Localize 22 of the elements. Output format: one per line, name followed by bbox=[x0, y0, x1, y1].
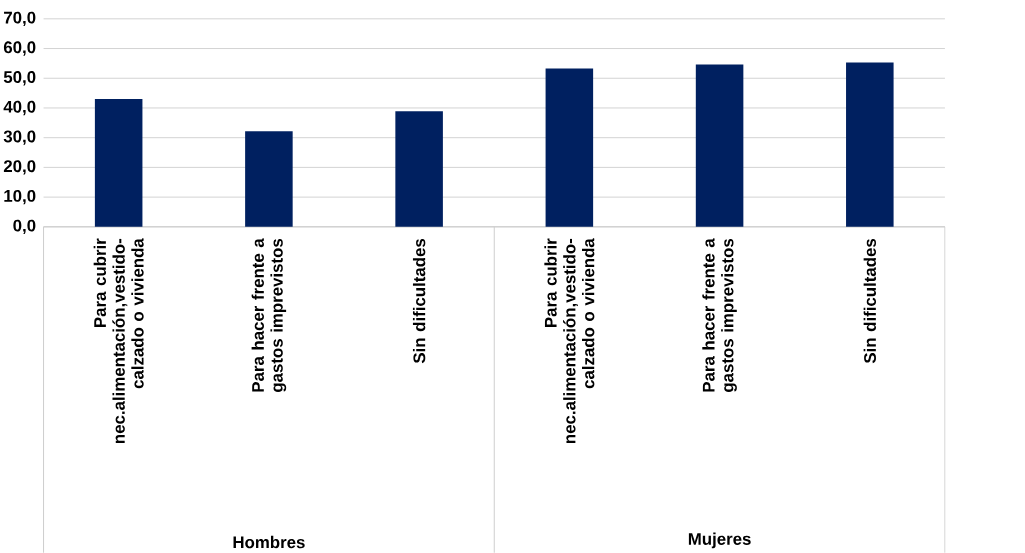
x-tick-label: Para hacer frente a gastos imprevistos bbox=[251, 238, 287, 392]
bar bbox=[395, 111, 443, 227]
y-tick-label: 50,0 bbox=[3, 70, 36, 86]
y-tick-label: 60,0 bbox=[3, 41, 36, 56]
x-tick-label: Para hacer frente a gastos imprevistos bbox=[702, 238, 737, 392]
bar bbox=[695, 64, 744, 227]
y-tick-label: 70,0 bbox=[4, 11, 36, 26]
x-tick-label: Para cubrir nec.alimentación,vestido-calzado o vivienda bbox=[544, 238, 595, 443]
y-tick-label: 30,0 bbox=[3, 130, 36, 145]
text: Mujeres bbox=[688, 532, 751, 549]
y-tick-label: 20,0 bbox=[3, 160, 36, 175]
y-tick-label: 40,0 bbox=[3, 100, 36, 116]
y-tick-label: 10,0 bbox=[4, 189, 36, 205]
x-tick-label: Para cubrir nec.alimentación,vestido-calzado o vivienda bbox=[93, 238, 144, 443]
x-tick-label: Sin dificultades bbox=[863, 238, 876, 364]
x-tick-label: Sin dificultades bbox=[412, 238, 426, 364]
y-tick-label: 0,0 bbox=[13, 219, 36, 234]
bar bbox=[245, 131, 293, 227]
bar bbox=[545, 68, 594, 227]
text: Hombres bbox=[233, 535, 305, 549]
bar bbox=[94, 98, 143, 227]
bar bbox=[846, 62, 894, 227]
